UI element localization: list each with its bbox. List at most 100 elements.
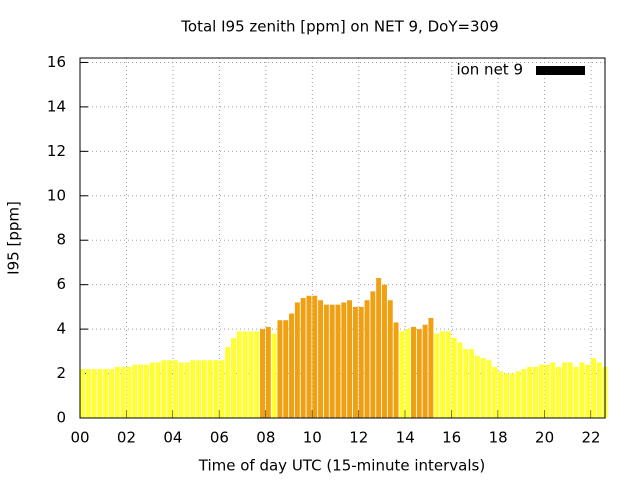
bar [457, 342, 463, 418]
y-tick-label: 2 [56, 364, 66, 382]
bar [265, 326, 271, 418]
bar [428, 318, 434, 418]
bar [323, 304, 329, 418]
y-axis-label: I95 [ppm] [5, 201, 23, 275]
bar [498, 371, 504, 418]
bar [271, 333, 277, 418]
bar [527, 366, 533, 418]
bar [190, 360, 196, 418]
bar [445, 331, 451, 418]
bar [225, 346, 231, 418]
bar [167, 360, 173, 418]
bar [463, 349, 469, 418]
y-tick-label: 0 [56, 409, 66, 427]
bar [370, 291, 376, 418]
bar [585, 364, 591, 418]
y-tick-label: 6 [56, 275, 66, 293]
bar [149, 362, 155, 418]
bar [538, 364, 544, 418]
y-tick-label: 16 [47, 53, 66, 71]
x-tick-label: 22 [582, 429, 601, 447]
chart-title: Total I95 zenith [ppm] on NET 9, DoY=309 [180, 18, 498, 36]
bar [155, 362, 161, 418]
bar [161, 360, 167, 418]
bar [213, 360, 219, 418]
x-tick-label: 02 [117, 429, 136, 447]
bar [405, 329, 411, 418]
bar [352, 306, 358, 418]
bar [573, 366, 579, 418]
y-tick-label: 14 [47, 97, 66, 115]
bar [486, 360, 492, 418]
bar [184, 362, 190, 418]
bar [80, 369, 85, 418]
legend-swatch [536, 66, 585, 75]
bar [393, 322, 399, 418]
bar [364, 300, 370, 418]
bar [515, 371, 521, 418]
x-tick-label: 12 [349, 429, 368, 447]
bar [596, 362, 602, 418]
bar [556, 366, 562, 418]
y-tick-label: 12 [47, 142, 66, 160]
bar [103, 369, 109, 418]
bar [236, 331, 242, 418]
x-tick-label: 20 [535, 429, 554, 447]
y-tick-label: 8 [56, 231, 66, 249]
bar [341, 302, 347, 418]
x-tick-label: 08 [256, 429, 275, 447]
x-tick-label: 16 [442, 429, 461, 447]
bar [230, 338, 236, 418]
bar [289, 313, 295, 418]
bar [503, 373, 509, 418]
bar [196, 360, 202, 418]
plot-frame [79, 57, 606, 419]
bar [451, 338, 457, 418]
y-tick-label: 4 [56, 320, 66, 338]
bar [109, 369, 114, 418]
bar [143, 364, 149, 418]
y-tick-label: 10 [47, 186, 66, 204]
bar [318, 300, 324, 418]
bar [172, 360, 178, 418]
x-tick-label: 04 [163, 429, 182, 447]
bar [207, 360, 213, 418]
bar [254, 331, 260, 418]
bar [306, 295, 312, 418]
bar [114, 366, 120, 418]
bar [469, 349, 475, 418]
bar [376, 278, 382, 418]
bar [591, 358, 596, 418]
bar [474, 355, 480, 418]
bar [178, 362, 184, 418]
bar [492, 366, 498, 418]
bar [260, 329, 265, 418]
bar [312, 295, 318, 418]
bar [91, 369, 97, 418]
x-axis-label: Time of day UTC (15-minute intervals) [198, 457, 485, 475]
bar [120, 366, 126, 418]
bar [138, 364, 144, 418]
bar [416, 329, 422, 418]
bar [201, 360, 207, 418]
bar [579, 362, 585, 418]
bar [550, 362, 556, 418]
bar [329, 304, 335, 418]
x-tick-label: 14 [396, 429, 415, 447]
bar [544, 364, 550, 418]
bar [399, 331, 405, 418]
bar [85, 369, 91, 418]
bar [532, 366, 538, 418]
bar [132, 364, 138, 418]
legend-label: ion net 9 [456, 61, 523, 79]
x-tick-label: 10 [303, 429, 322, 447]
bar [219, 360, 225, 418]
bar [335, 304, 341, 418]
bar [97, 369, 103, 418]
bar [411, 326, 416, 418]
x-tick-label: 18 [489, 429, 508, 447]
bar [294, 302, 300, 418]
bar [300, 298, 306, 418]
x-tick-label: 00 [70, 429, 89, 447]
